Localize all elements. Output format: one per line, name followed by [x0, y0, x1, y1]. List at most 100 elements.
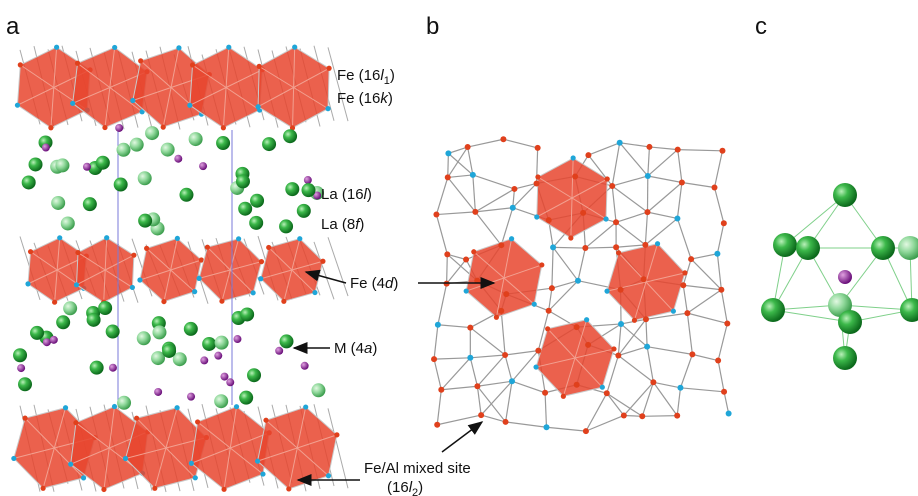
- bond: [328, 237, 348, 296]
- la-atom: [29, 157, 43, 171]
- atom: [40, 486, 45, 491]
- atom: [542, 390, 548, 396]
- la-atom: [63, 301, 77, 315]
- atom: [643, 316, 649, 322]
- atom: [674, 215, 680, 221]
- bond: [546, 427, 585, 431]
- atom: [642, 242, 648, 248]
- bond: [645, 212, 647, 245]
- atom: [123, 456, 128, 461]
- atom: [137, 277, 142, 282]
- m-atom: [42, 144, 50, 152]
- bond: [470, 355, 505, 358]
- atom: [605, 176, 610, 181]
- atom: [70, 101, 75, 106]
- bond: [678, 150, 723, 151]
- atom: [175, 236, 180, 241]
- bond: [477, 355, 505, 386]
- atom: [281, 299, 286, 304]
- bond: [682, 182, 715, 187]
- bond: [503, 139, 537, 148]
- atom: [645, 173, 651, 179]
- atom: [510, 205, 516, 211]
- bond: [481, 415, 505, 422]
- la-atom: [90, 361, 104, 375]
- la-atom: [898, 236, 918, 260]
- bond: [618, 324, 621, 356]
- la-atom: [152, 325, 166, 339]
- bond: [588, 143, 619, 155]
- bond: [677, 388, 680, 416]
- atom: [574, 324, 580, 330]
- atom: [621, 412, 627, 418]
- bond: [477, 381, 512, 386]
- bond: [691, 254, 717, 259]
- la-atom: [138, 171, 152, 185]
- atom: [655, 241, 660, 246]
- bond: [714, 151, 722, 188]
- bond: [642, 382, 653, 416]
- atom: [533, 364, 538, 369]
- bond: [647, 347, 692, 355]
- bond: [616, 245, 645, 247]
- atom: [251, 290, 256, 295]
- la-atom: [145, 126, 159, 140]
- atom: [104, 235, 109, 240]
- atom: [467, 355, 473, 361]
- atom: [618, 287, 624, 293]
- atom: [549, 285, 555, 291]
- bond: [434, 325, 438, 359]
- atom: [600, 385, 605, 390]
- atom: [444, 251, 450, 257]
- atom: [130, 285, 135, 290]
- atom: [320, 259, 325, 264]
- atom: [54, 45, 59, 50]
- bond: [718, 323, 727, 360]
- atom: [724, 320, 730, 326]
- bond: [434, 359, 441, 390]
- atom: [286, 486, 291, 491]
- la-atom: [833, 183, 857, 207]
- bond: [552, 247, 553, 288]
- atom: [535, 174, 540, 179]
- bond: [475, 212, 501, 245]
- atom: [550, 244, 556, 250]
- atom: [161, 125, 166, 130]
- atom: [583, 428, 589, 434]
- bond: [717, 254, 721, 290]
- la-atom: [301, 183, 315, 197]
- bond: [687, 313, 692, 354]
- atom: [539, 262, 544, 267]
- atom: [465, 144, 471, 150]
- atom: [327, 66, 332, 71]
- la-atom: [30, 326, 44, 340]
- atom: [639, 413, 645, 419]
- atom: [138, 58, 143, 63]
- atom: [503, 291, 509, 297]
- atom: [679, 179, 685, 185]
- site-label: La (8f): [321, 216, 364, 233]
- atom: [445, 174, 451, 180]
- atom: [152, 486, 157, 491]
- m-atom: [275, 347, 283, 355]
- la-atom: [138, 214, 152, 228]
- bond: [438, 325, 470, 328]
- bond: [680, 388, 724, 392]
- bond: [436, 177, 447, 214]
- bond: [649, 147, 677, 150]
- atom: [226, 45, 231, 50]
- bond: [447, 260, 466, 284]
- la-atom: [900, 298, 918, 322]
- atom: [438, 387, 444, 393]
- bond: [612, 143, 619, 186]
- bond: [678, 150, 682, 183]
- atom: [102, 125, 107, 130]
- atom: [721, 220, 727, 226]
- bond: [473, 175, 515, 189]
- m-atom: [233, 335, 241, 343]
- atom: [574, 382, 580, 388]
- atom: [604, 289, 609, 294]
- atom: [192, 289, 197, 294]
- atom: [644, 209, 650, 215]
- atom: [613, 219, 619, 225]
